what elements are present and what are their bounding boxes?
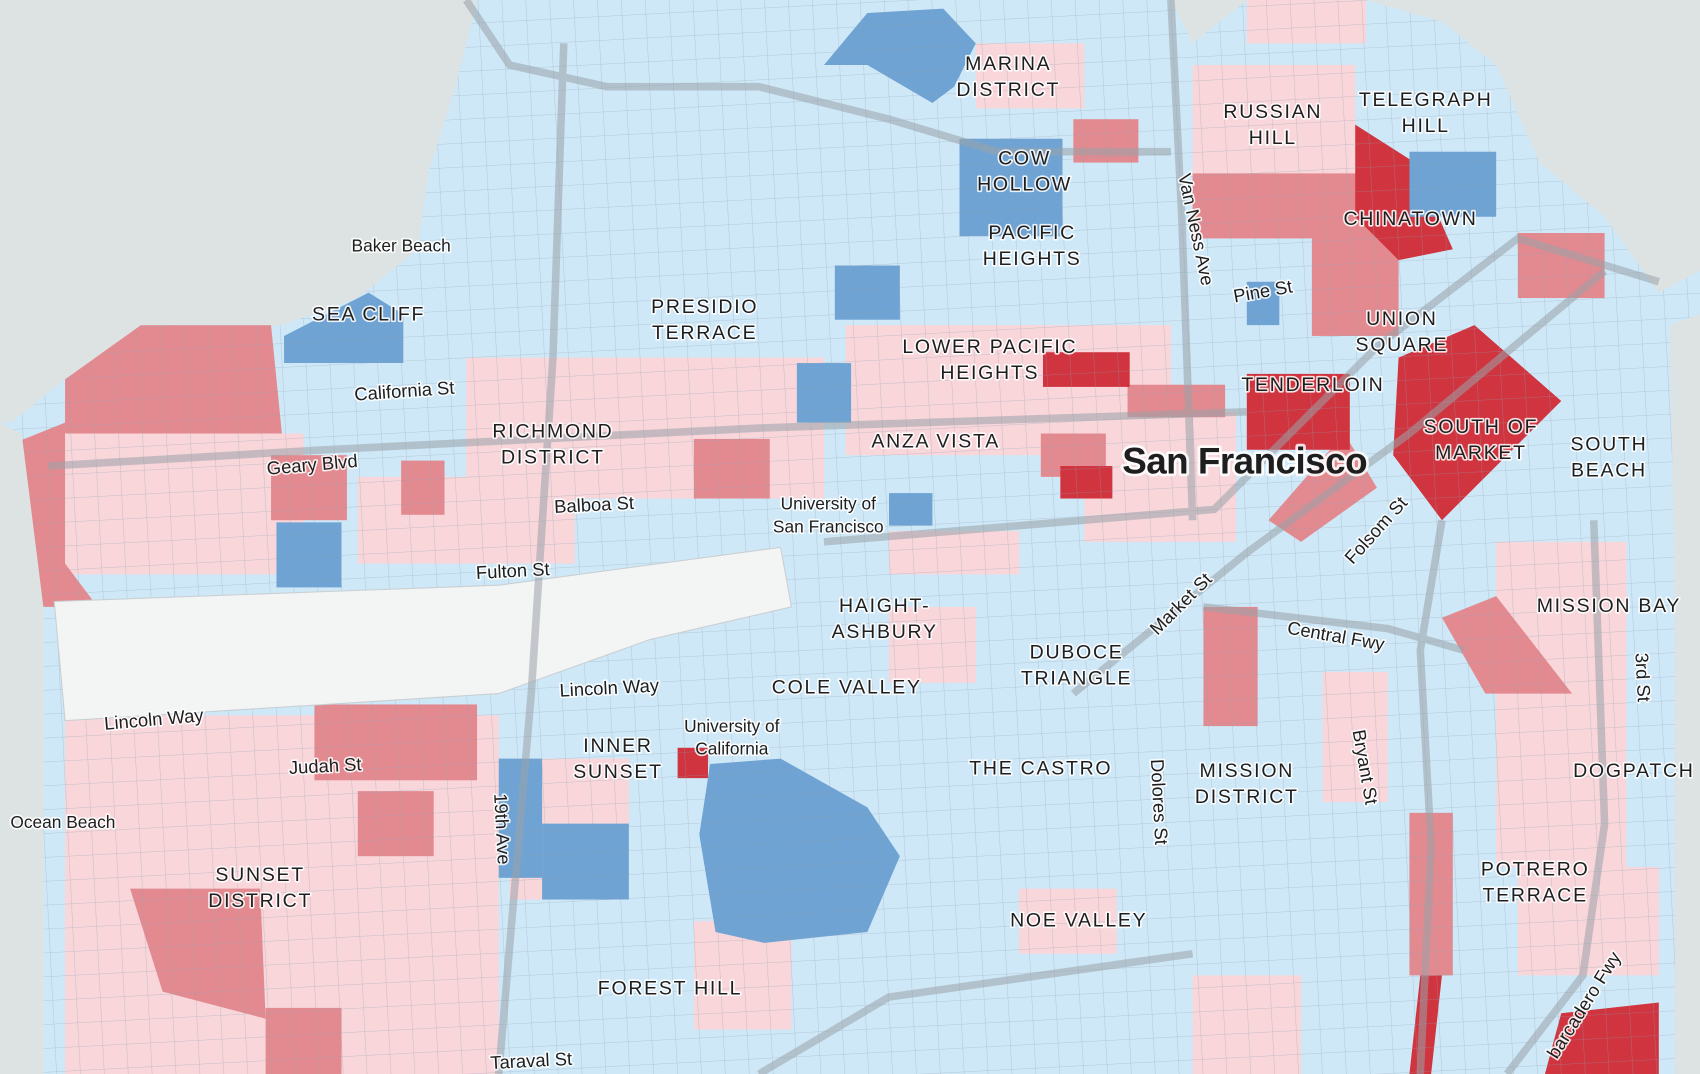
neighborhood-label: DISTRICT [501, 447, 605, 469]
neighborhood-label: HILL [1402, 115, 1450, 137]
neighborhood-label: DISTRICT [208, 890, 312, 912]
city-label: San Francisco [1122, 441, 1367, 482]
neighborhood-label: TERRACE [1483, 884, 1588, 906]
neighborhood-label: PACIFIC [988, 222, 1076, 244]
neighborhood-label: COW [998, 147, 1051, 169]
neighborhood-label: SUNSET [573, 761, 663, 783]
neighborhood-label: HOLLOW [977, 173, 1072, 195]
neighborhood-label: BEACH [1571, 460, 1647, 482]
street-label: Balboa St [554, 492, 635, 517]
highways [48, 0, 1660, 1074]
street-label: Dolores St [1147, 758, 1172, 845]
neighborhood-label: SOUTH OF [1424, 416, 1539, 438]
place-label: Ocean Beach [10, 812, 115, 832]
place-label: University of [781, 494, 877, 514]
neighborhood-label: SUNSET [215, 864, 305, 886]
street-label: Taraval St [490, 1048, 573, 1073]
neighborhood-label: TELEGRAPH [1359, 89, 1493, 111]
place-label: San Francisco [773, 516, 884, 536]
place-label: Baker Beach [352, 236, 451, 256]
neighborhood-label: RUSSIAN [1223, 101, 1322, 123]
neighborhood-label: UNION [1366, 308, 1438, 330]
neighborhood-label: CHINATOWN [1343, 208, 1477, 230]
neighborhood-label: FOREST HILL [598, 978, 742, 1000]
neighborhood-label: MARINA [965, 53, 1051, 75]
neighborhood-label: TRIANGLE [1021, 668, 1132, 690]
neighborhood-label: ANZA VISTA [871, 430, 1000, 452]
place-label: California [695, 739, 769, 759]
neighborhood-label: SOUTH [1570, 434, 1647, 456]
neighborhood-label: TENDERLOIN [1241, 374, 1384, 396]
neighborhood-label: DUBOCE [1030, 642, 1124, 664]
labels: MARINA DISTRICT COW HOLLOW RUSSIAN HILL TELEGR… [9, 52, 1695, 1074]
neighborhood-label: TERRACE [652, 322, 757, 344]
neighborhood-label: MARKET [1435, 442, 1527, 464]
neighborhood-label: HEIGHTS [940, 362, 1039, 384]
neighborhood-label: DISTRICT [956, 79, 1060, 101]
street-label: Judah St [288, 753, 362, 778]
neighborhood-label: SQUARE [1355, 334, 1448, 356]
neighborhood-label: DISTRICT [1195, 786, 1299, 808]
neighborhood-label: HEIGHTS [983, 248, 1082, 270]
neighborhood-label: SEA CLIFF [312, 304, 425, 326]
neighborhood-label: THE CASTRO [969, 758, 1112, 780]
street-label: 19th Ave [490, 793, 515, 865]
neighborhood-label: MISSION [1200, 760, 1295, 782]
neighborhood-label: POTRERO [1481, 858, 1590, 880]
street-label: Fulton St [475, 558, 550, 583]
neighborhood-label: HILL [1249, 127, 1297, 149]
neighborhood-label: PRESIDIO [651, 296, 758, 318]
street-label: 3rd St [1631, 652, 1655, 702]
neighborhood-label: NOE VALLEY [1010, 909, 1147, 931]
neighborhood-label: MISSION BAY [1537, 595, 1681, 617]
neighborhood-label: RICHMOND [492, 421, 613, 443]
neighborhood-label: DOGPATCH [1573, 760, 1695, 782]
golden-gate-park [53, 546, 793, 722]
neighborhood-label: COLE VALLEY [772, 676, 922, 698]
neighborhood-label: HAIGHT- [839, 595, 930, 617]
neighborhood-label: INNER [583, 735, 652, 757]
neighborhood-label: LOWER PACIFIC [902, 336, 1077, 358]
neighborhood-label: ASHBURY [832, 621, 938, 643]
place-label: University of [684, 716, 780, 736]
